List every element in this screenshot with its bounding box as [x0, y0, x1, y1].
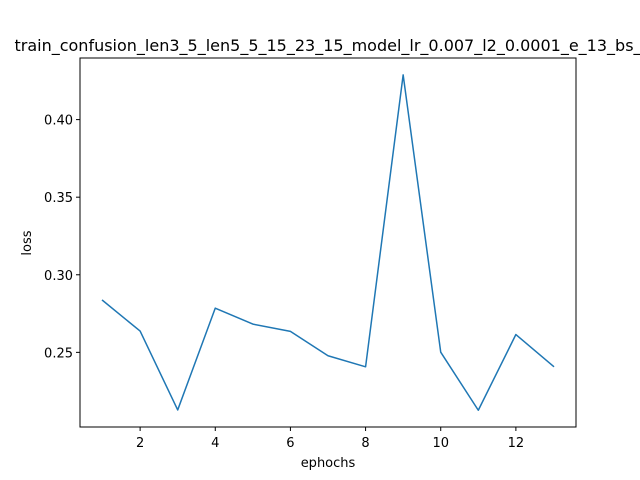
x-tick-label: 2 [136, 436, 144, 451]
y-tick-label: 0.30 [44, 269, 73, 284]
x-axis: 2 4 6 8 10 12 [136, 427, 524, 451]
y-tick-label: 0.35 [44, 191, 73, 206]
y-axis: 0.25 0.30 0.35 0.40 [44, 114, 80, 361]
y-tick-label: 0.25 [44, 346, 73, 361]
axes-frame [79, 57, 577, 428]
x-axis-label: ephochs [301, 456, 356, 471]
plot-area [101, 74, 555, 411]
chart-title: train_confusion_len3_5_len5_5_15_23_15_m… [14, 36, 640, 56]
x-tick-label: 10 [432, 436, 449, 451]
x-tick-label: 6 [286, 436, 294, 451]
x-tick-label: 4 [211, 436, 219, 451]
y-tick-label: 0.40 [44, 114, 73, 129]
x-tick-label: 12 [508, 436, 525, 451]
x-tick-label: 8 [361, 436, 369, 451]
y-axis-label: loss [20, 230, 35, 255]
